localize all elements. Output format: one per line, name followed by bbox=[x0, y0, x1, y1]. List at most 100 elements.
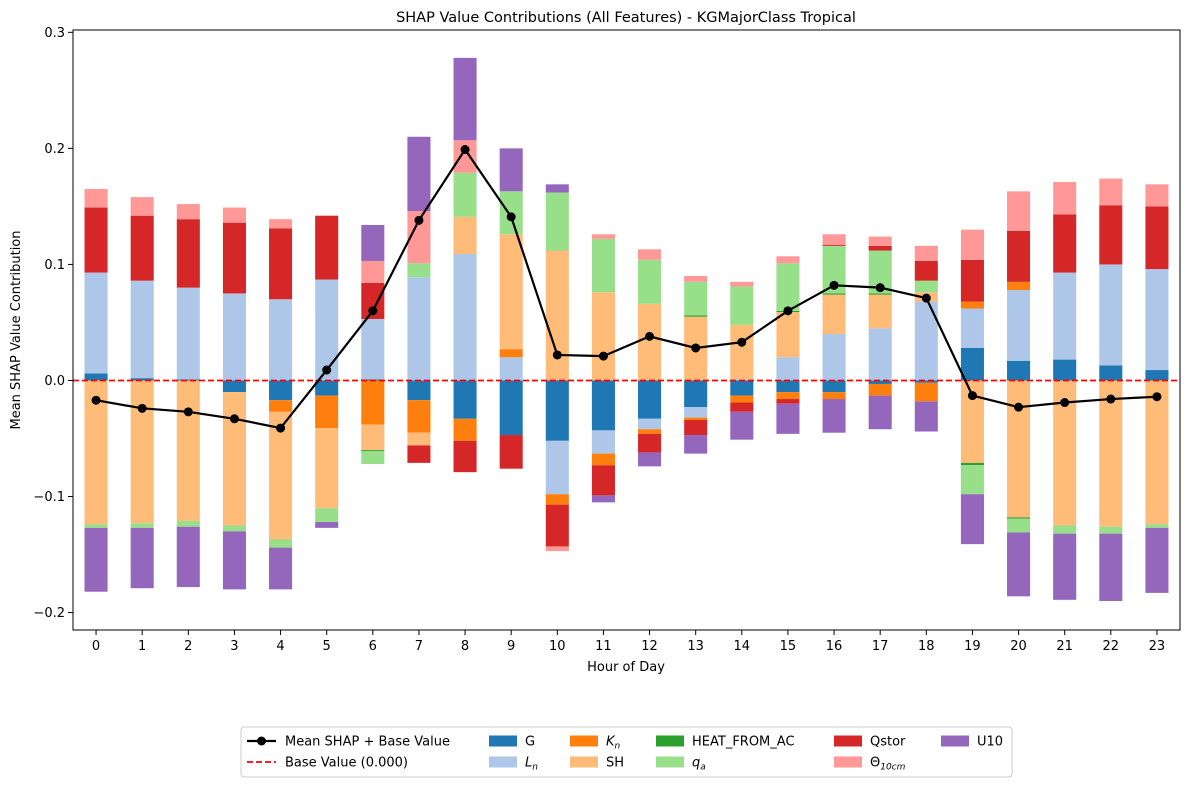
bar-hour-10-series-0 bbox=[545, 380, 569, 441]
bar-hour-15-series-3 bbox=[776, 312, 800, 358]
y-axis: −0.2 −0.1 0.0 0.1 0.2 0.3 bbox=[33, 26, 73, 621]
bar-hour-4-series-8 bbox=[269, 547, 293, 590]
bar-hour-7-series-1 bbox=[407, 277, 431, 381]
x-tick-label-1: 1 bbox=[138, 639, 146, 654]
bar-hour-1-series-1 bbox=[130, 280, 154, 379]
x-tick-label-18: 18 bbox=[918, 639, 935, 654]
bar-hour-17-series-6 bbox=[868, 245, 892, 251]
x-tick-label-0: 0 bbox=[92, 639, 100, 654]
legend-label-7: Θ10cm bbox=[870, 756, 906, 773]
legend-swatch-3 bbox=[570, 756, 598, 768]
legend-label-3: SH bbox=[606, 756, 624, 771]
x-tick-label-23: 23 bbox=[1149, 639, 1166, 654]
mean-shap-point-0 bbox=[91, 395, 101, 405]
bar-hour-5-series-5 bbox=[315, 508, 339, 523]
bar-hour-7-series-7 bbox=[407, 211, 431, 264]
bar-hour-3-series-3 bbox=[222, 392, 246, 526]
bar-hour-23-series-0 bbox=[1145, 370, 1169, 381]
legend-swatch-5 bbox=[656, 756, 684, 768]
bar-hour-5-series-6 bbox=[315, 215, 339, 280]
bar-hour-16-series-3 bbox=[822, 294, 846, 335]
x-tick-label-17: 17 bbox=[872, 639, 889, 654]
bar-hour-23-series-3 bbox=[1145, 380, 1169, 525]
bar-hour-7-series-2 bbox=[407, 400, 431, 433]
bar-hour-8-series-6 bbox=[453, 440, 477, 473]
bar-hour-20-series-2 bbox=[1007, 281, 1031, 290]
bar-hour-15-series-2 bbox=[776, 392, 800, 400]
bar-hour-18-series-1 bbox=[914, 301, 938, 381]
bar-hour-19-series-7 bbox=[960, 229, 984, 260]
bar-hour-7-series-3 bbox=[407, 432, 431, 446]
bar-hour-20-series-6 bbox=[1007, 230, 1031, 282]
mean-shap-point-5 bbox=[322, 365, 332, 375]
bar-hour-17-series-8 bbox=[868, 395, 892, 430]
bar-hour-6-series-1 bbox=[361, 318, 385, 380]
x-tick-label-6: 6 bbox=[369, 639, 377, 654]
legend-label-4: HEAT_FROM_AC bbox=[692, 735, 795, 750]
bar-hour-22-series-8 bbox=[1099, 533, 1123, 601]
plot-frame bbox=[72, 29, 1181, 631]
x-axis-label: Hour of Day bbox=[587, 660, 665, 675]
y-tick-label-2: 0.0 bbox=[44, 374, 65, 389]
bar-hour-9-series-6 bbox=[499, 435, 523, 469]
mean-shap-point-3 bbox=[229, 414, 239, 424]
x-tick-label-15: 15 bbox=[780, 639, 797, 654]
bar-hour-0-series-7 bbox=[84, 188, 108, 208]
mean-shap-point-10 bbox=[552, 350, 562, 360]
bar-hour-19-series-1 bbox=[960, 308, 984, 348]
bar-hour-20-series-3 bbox=[1007, 380, 1031, 518]
bar-hour-16-series-2 bbox=[822, 392, 846, 400]
bar-hour-12-series-7 bbox=[638, 249, 662, 260]
bar-hour-20-series-0 bbox=[1007, 360, 1031, 381]
legend-base-label: Base Value (0.000) bbox=[285, 756, 408, 771]
bar-hour-7-series-6 bbox=[407, 445, 431, 463]
mean-shap-point-17 bbox=[875, 283, 885, 293]
bar-hour-4-series-3 bbox=[269, 411, 293, 540]
bar-hour-15-series-5 bbox=[776, 263, 800, 311]
bar-hour-4-series-7 bbox=[269, 219, 293, 229]
x-tick-label-16: 16 bbox=[826, 639, 843, 654]
bar-hour-13-series-7 bbox=[684, 276, 708, 282]
bar-hour-11-series-5 bbox=[591, 238, 615, 293]
bar-hour-17-series-1 bbox=[868, 328, 892, 381]
mean-shap-point-21 bbox=[1060, 398, 1070, 408]
bar-hour-17-series-3 bbox=[868, 294, 892, 329]
bar-hour-8-series-2 bbox=[453, 418, 477, 441]
bar-hour-2-series-7 bbox=[176, 204, 200, 220]
bar-hour-18-series-2 bbox=[914, 382, 938, 402]
bar-hour-9-series-0 bbox=[499, 380, 523, 436]
bar-hour-8-series-0 bbox=[453, 380, 477, 419]
bar-hour-21-series-7 bbox=[1053, 182, 1077, 215]
bar-hour-1-series-3 bbox=[130, 380, 154, 524]
bar-hour-12-series-1 bbox=[638, 418, 662, 430]
y-tick-label-4: 0.2 bbox=[44, 142, 65, 157]
bar-hour-15-series-6 bbox=[776, 399, 800, 404]
bar-hour-21-series-5 bbox=[1053, 525, 1077, 534]
bar-hour-14-series-5 bbox=[730, 286, 754, 325]
bar-hour-23-series-6 bbox=[1145, 206, 1169, 270]
bar-hour-17-series-5 bbox=[868, 250, 892, 294]
bar-hour-0-series-8 bbox=[84, 527, 108, 592]
bar-hour-16-series-4 bbox=[822, 293, 846, 295]
bar-hour-13-series-2 bbox=[684, 417, 708, 420]
y-tick-label-5: 0.3 bbox=[44, 26, 65, 41]
bar-hour-20-series-5 bbox=[1007, 518, 1031, 533]
legend-box bbox=[240, 726, 1013, 778]
mean-shap-point-4 bbox=[276, 423, 286, 433]
bar-hour-19-series-4 bbox=[960, 462, 984, 466]
bar-hour-13-series-6 bbox=[684, 419, 708, 436]
x-tick-label-22: 22 bbox=[1103, 639, 1120, 654]
bar-hour-20-series-1 bbox=[1007, 289, 1031, 361]
bar-hour-6-series-2 bbox=[361, 380, 385, 425]
bar-hour-20-series-7 bbox=[1007, 191, 1031, 231]
x-tick-label-2: 2 bbox=[184, 639, 192, 654]
x-tick-label-19: 19 bbox=[964, 639, 981, 654]
bar-hour-4-series-2 bbox=[269, 400, 293, 412]
bar-hour-3-series-1 bbox=[222, 293, 246, 381]
bar-hour-14-series-0 bbox=[730, 380, 754, 396]
bar-hour-18-series-5 bbox=[914, 280, 938, 293]
bar-hour-15-series-0 bbox=[776, 380, 800, 393]
bar-hour-5-series-1 bbox=[315, 279, 339, 381]
bar-hour-19-series-5 bbox=[960, 465, 984, 495]
bar-hour-0-series-0 bbox=[84, 373, 108, 381]
